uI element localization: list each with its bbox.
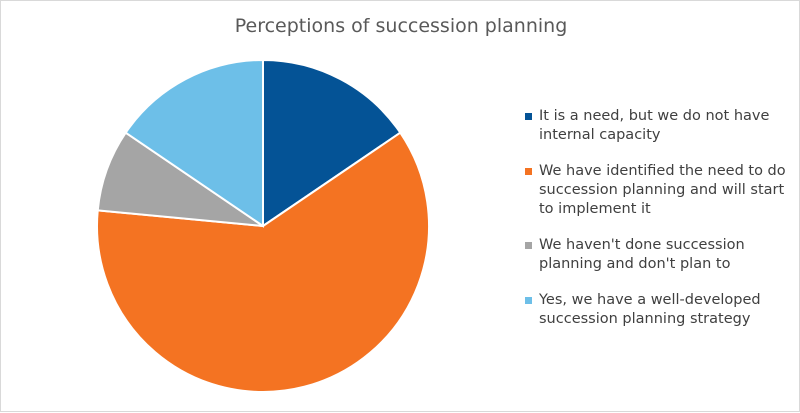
legend-label: It is a need, but we do not have interna… <box>539 108 770 143</box>
legend-item: It is a need, but we do not have interna… <box>525 107 795 145</box>
legend-label: Yes, we have a well-developed succession… <box>539 292 761 327</box>
legend-label: We have identified the need to do succes… <box>539 163 786 217</box>
legend: It is a need, but we do not have interna… <box>525 107 795 346</box>
legend-swatch <box>525 113 532 120</box>
legend-swatch <box>525 168 532 175</box>
legend-item: Yes, we have a well-developed succession… <box>525 291 795 329</box>
legend-swatch <box>525 242 532 249</box>
legend-item: We have identified the need to do succes… <box>525 162 795 219</box>
chart-title: Perceptions of succession planning <box>234 15 568 37</box>
legend-label: We haven't done succession planning and … <box>539 237 745 272</box>
legend-swatch <box>525 297 532 304</box>
pie-slice-well-developed <box>124 58 264 228</box>
pie-slice-need-no-capacity <box>262 58 402 228</box>
pie-slice-identified-need <box>96 131 430 393</box>
legend-item: We haven't done succession planning and … <box>525 236 795 274</box>
